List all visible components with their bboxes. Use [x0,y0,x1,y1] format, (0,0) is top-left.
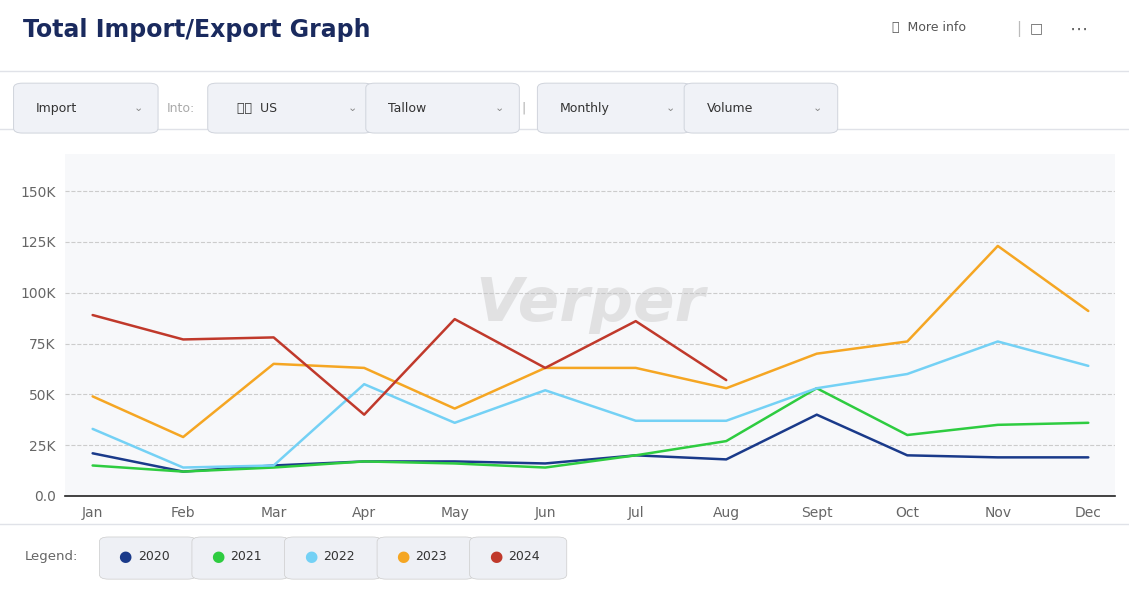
Text: 2021: 2021 [230,550,262,563]
Text: ●: ● [211,549,225,564]
Text: ●: ● [304,549,317,564]
Text: ●: ● [396,549,410,564]
Text: Into:: Into: [167,102,195,115]
Text: |: | [1016,21,1022,37]
Text: Monthly: Monthly [560,102,610,115]
Text: ⌄: ⌄ [495,103,504,113]
Text: Verper: Verper [475,275,706,334]
Text: Volume: Volume [707,102,753,115]
Text: ⌄: ⌄ [666,103,675,113]
Text: ●: ● [489,549,502,564]
Text: 2023: 2023 [415,550,447,563]
Text: ⌄: ⌄ [813,103,822,113]
Text: ⌄: ⌄ [133,103,142,113]
Text: 2022: 2022 [323,550,355,563]
Text: 2020: 2020 [138,550,169,563]
Text: Tallow: Tallow [388,102,427,115]
Text: Total Import/Export Graph: Total Import/Export Graph [23,18,370,42]
Text: ⌄: ⌄ [348,103,357,113]
Text: ⓘ  More info: ⓘ More info [892,21,966,34]
Text: 🇺🇸  US: 🇺🇸 US [237,102,278,115]
Text: 2024: 2024 [508,550,540,563]
Text: ⋯: ⋯ [1070,21,1088,39]
Text: |: | [522,102,526,115]
Text: Import: Import [36,102,78,115]
Text: □: □ [1030,21,1043,35]
Text: Legend:: Legend: [25,550,78,563]
Text: ●: ● [119,549,132,564]
